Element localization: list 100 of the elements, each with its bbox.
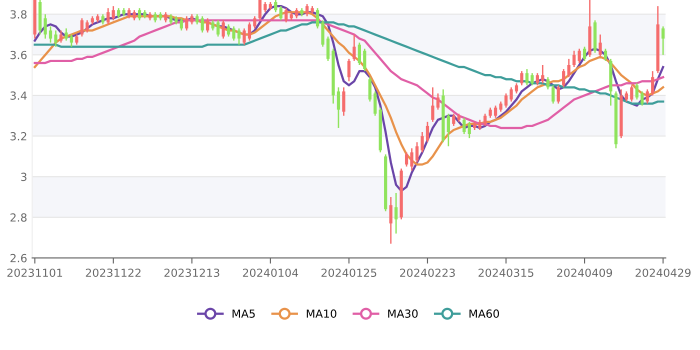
candlestick — [394, 192, 398, 234]
candlestick — [222, 20, 225, 40]
candlestick — [389, 196, 392, 244]
legend-label: MA10 — [306, 309, 336, 318]
candlestick — [452, 113, 456, 127]
y-tick-label: 2.8 — [10, 213, 27, 222]
candlestick — [185, 16, 188, 32]
candlestick — [274, 0, 278, 13]
candlestick — [242, 28, 246, 46]
x-tick-label: 20231213 — [164, 268, 220, 277]
candlestick — [106, 7, 110, 26]
legend-label: MA30 — [388, 309, 418, 318]
x-tick-label: 20231101 — [7, 268, 62, 277]
candlestick — [499, 100, 502, 112]
candlestick — [520, 70, 524, 86]
y-tick-label: 3.8 — [10, 10, 27, 19]
candlestick — [462, 117, 466, 135]
x-tick-label: 20240315 — [478, 268, 534, 277]
candlestick — [630, 84, 634, 102]
candlestick — [342, 86, 346, 116]
candlestick — [552, 84, 555, 104]
candlestick — [321, 20, 324, 48]
candlestick — [640, 90, 644, 106]
candlestick — [284, 7, 288, 24]
legend-label: MA5 — [232, 310, 255, 318]
candlestick — [530, 72, 534, 86]
y-tick-label: 2.6 — [10, 254, 27, 262]
legend-label: MA60 — [470, 309, 499, 318]
candlestick — [295, 7, 298, 19]
candlestick — [44, 14, 47, 40]
candlestick — [326, 36, 330, 62]
candlestick — [316, 7, 320, 30]
candlestick — [358, 42, 361, 66]
candlestick — [347, 58, 351, 82]
candlestick — [624, 90, 628, 102]
candlestick — [248, 22, 252, 42]
y-tick-label: 3.6 — [10, 50, 27, 60]
x-tick-label: 20240104 — [242, 268, 298, 277]
candlestick — [604, 48, 608, 62]
candlestick — [556, 84, 560, 104]
candlestick — [206, 18, 210, 34]
x-tick-label: 20231122 — [86, 268, 141, 277]
y-tick-label: 3.4 — [10, 91, 27, 100]
candlestick — [226, 24, 230, 38]
candlestick — [410, 148, 414, 172]
x-tick-label: 20240125 — [321, 268, 376, 277]
candlestick — [237, 28, 241, 46]
candlestick — [363, 48, 366, 72]
candlestick — [138, 7, 142, 22]
candlestick — [514, 82, 518, 94]
candlestick — [562, 68, 566, 88]
candlestick — [578, 48, 581, 64]
candlestick — [352, 34, 356, 62]
candlestick — [132, 9, 136, 22]
candlestick — [279, 5, 282, 22]
candlestick — [536, 72, 539, 86]
candlestick — [190, 14, 194, 26]
candlestick — [431, 86, 434, 123]
candlestick — [426, 121, 430, 143]
candlestick — [112, 5, 115, 22]
candlestick — [651, 70, 654, 96]
candlestick — [546, 76, 550, 90]
candlestick — [541, 64, 544, 84]
candlestick — [216, 20, 220, 38]
candlestick — [200, 16, 204, 34]
candlestick — [80, 18, 84, 38]
candlestick — [598, 34, 602, 58]
candlestick — [169, 14, 173, 26]
candlestick — [48, 26, 52, 44]
candlestick — [478, 119, 482, 131]
candlestick — [484, 113, 487, 127]
candlestick — [567, 58, 570, 78]
candlestick — [154, 11, 157, 24]
candlestick — [117, 7, 120, 19]
candlestick — [258, 0, 262, 22]
candlestick — [446, 113, 450, 147]
candlestick — [662, 26, 665, 56]
candlestick — [127, 7, 131, 19]
y-tick-label: 3 — [21, 172, 26, 182]
candlestick — [374, 90, 377, 116]
candlestick — [196, 14, 199, 26]
candlestick — [635, 82, 638, 100]
candlestick — [75, 34, 78, 46]
candlestick — [436, 92, 440, 110]
candlestick — [64, 28, 68, 42]
candlestick — [211, 20, 214, 32]
candlestick — [59, 30, 63, 44]
y-tick-label: 3.2 — [10, 132, 26, 140]
candlestick — [305, 3, 309, 17]
candlestick — [488, 106, 492, 118]
candlestick — [646, 88, 649, 104]
candlestick — [504, 92, 508, 108]
candlestick — [404, 152, 408, 168]
candlestick — [582, 46, 586, 62]
candlestick — [101, 14, 104, 26]
x-tick-label: 20240223 — [400, 268, 455, 277]
candlestick — [336, 86, 340, 129]
candlestick — [86, 20, 89, 34]
candlestick — [253, 16, 256, 30]
x-tick-label: 20240429 — [636, 268, 691, 277]
